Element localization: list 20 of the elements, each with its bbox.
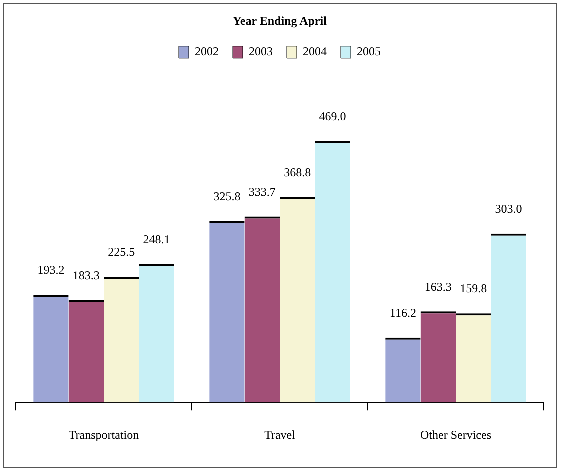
x-tick-label: Travel [264, 428, 296, 442]
data-label: 159.8 [460, 282, 488, 296]
data-label: 248.1 [143, 232, 170, 247]
legend-label: 2002 [195, 44, 219, 59]
x-tick-label: Other Services [420, 428, 492, 442]
legend-label: 2004 [303, 44, 327, 59]
data-label: 469.0 [319, 110, 346, 124]
data-label: 225.5 [108, 245, 136, 260]
data-label: 303.0 [495, 202, 522, 216]
x-tick-label: Transportation [68, 428, 140, 442]
legend-label: 2003 [249, 44, 273, 59]
legend-title: Year Ending April [233, 14, 328, 28]
data-label: 333.7 [248, 184, 276, 199]
data-label: 163.3 [424, 280, 452, 294]
legend-label: 2005 [357, 44, 381, 59]
data-label: 183.3 [72, 268, 100, 283]
data-label: 368.8 [284, 165, 312, 180]
data-label: 325.8 [214, 189, 241, 204]
data-label: 116.2 [390, 306, 416, 320]
data-label: 193.2 [38, 263, 65, 278]
